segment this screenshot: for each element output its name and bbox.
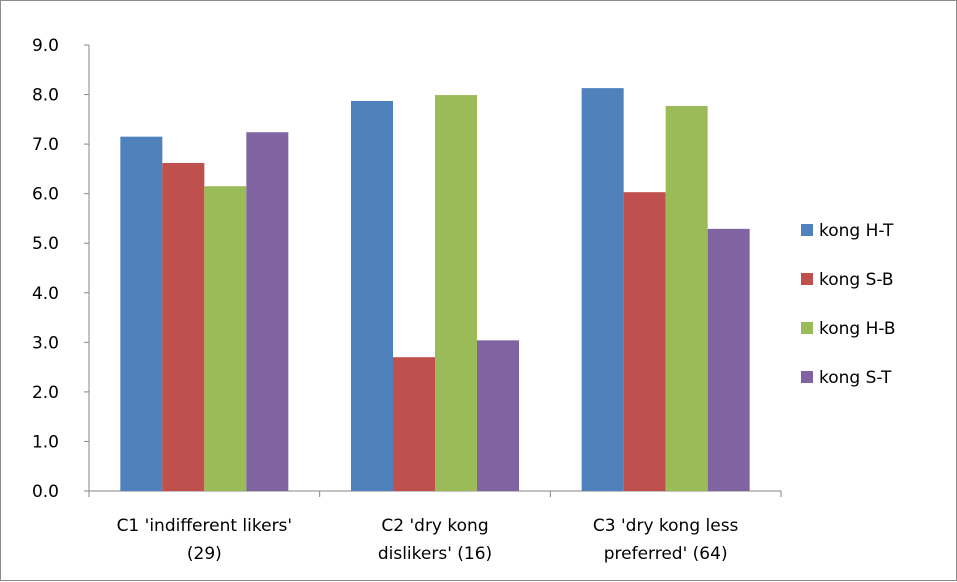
x-axis: C1 'indifferent likers' (29) C2 'dry kong d… bbox=[88, 490, 782, 564]
bar-kong-h-t-1 bbox=[120, 136, 163, 491]
bar-kong-s-b-1 bbox=[162, 162, 205, 492]
y-tick-label: 5.0 bbox=[32, 234, 59, 254]
y-tick-label: 9.0 bbox=[32, 36, 59, 56]
bar-kong-s-t-2 bbox=[477, 340, 519, 491]
bars bbox=[120, 88, 750, 492]
bar-kong-s-b-3 bbox=[623, 192, 666, 491]
legend-swatch bbox=[801, 322, 813, 334]
x-category-label: C2 'dry kong bbox=[381, 516, 488, 536]
bar-kong-s-t-3 bbox=[707, 228, 750, 491]
y-tick-label: 3.0 bbox=[32, 333, 59, 353]
bar-kong-s-b-2 bbox=[393, 357, 435, 491]
bar-kong-h-t-2 bbox=[351, 100, 393, 492]
legend-swatch bbox=[801, 273, 813, 285]
bar-kong-h-b-2 bbox=[435, 95, 477, 491]
y-axis: 0.0 1.0 2.0 3.0 4.0 5.0 6.0 7.0 8.0 9.0 bbox=[32, 36, 90, 502]
y-tick-label: 0.0 bbox=[32, 482, 59, 502]
bar-kong-h-b-1 bbox=[204, 186, 247, 491]
x-category-label: C3 'dry kong less bbox=[593, 516, 739, 536]
y-tick-label: 7.0 bbox=[32, 135, 59, 155]
x-category-label: preferred' (64) bbox=[604, 544, 728, 564]
legend-swatch bbox=[801, 224, 813, 236]
legend-label: kong S-B bbox=[819, 270, 894, 290]
x-category-label: (29) bbox=[187, 544, 222, 564]
y-tick-label: 4.0 bbox=[32, 284, 59, 304]
bar-kong-h-b-3 bbox=[665, 105, 708, 491]
y-tick-label: 1.0 bbox=[32, 432, 59, 452]
x-category-label: dislikers' (16) bbox=[378, 544, 492, 564]
y-tick-label: 2.0 bbox=[32, 383, 59, 403]
legend-label: kong H-B bbox=[819, 319, 896, 339]
legend-swatch bbox=[801, 371, 813, 383]
legend-label: kong H-T bbox=[819, 221, 894, 241]
bar-kong-s-t-1 bbox=[246, 132, 289, 491]
bar-kong-h-t-3 bbox=[581, 88, 624, 491]
y-tick-label: 6.0 bbox=[32, 185, 59, 205]
y-tick-label: 8.0 bbox=[32, 86, 59, 106]
legend-label: kong S-T bbox=[819, 368, 892, 388]
x-category-label: C1 'indifferent likers' bbox=[117, 516, 293, 536]
legend: kong H-T kong S-B kong H-B kong S-T bbox=[801, 221, 896, 388]
